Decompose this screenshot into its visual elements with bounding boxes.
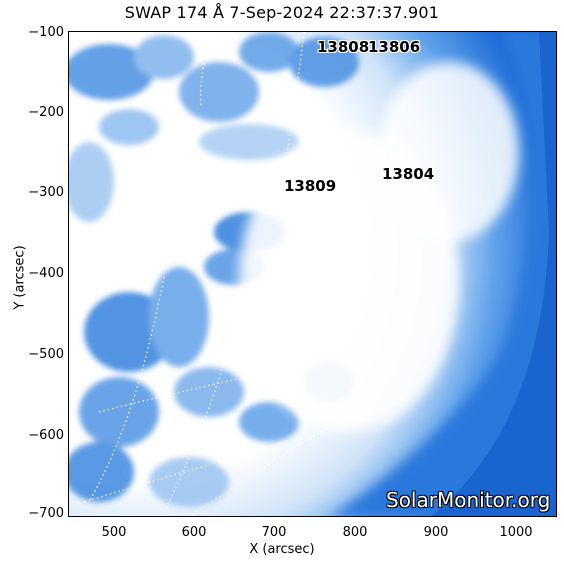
y-tick-label: −400: [28, 266, 64, 281]
y-tick-label: −500: [28, 347, 64, 362]
y-tick-label: −700: [28, 506, 64, 521]
x-tick-label: 500: [101, 525, 127, 540]
x-tick-label: 900: [423, 525, 449, 540]
y-tick-label: −300: [28, 185, 64, 200]
x-tick-label: 700: [261, 525, 287, 540]
solar-image: [69, 32, 556, 516]
active-region-label: 13808: [317, 38, 370, 56]
active-region-label: 13806: [368, 38, 421, 56]
image-title: SWAP 174 Å 7-Sep-2024 22:37:37.901: [124, 3, 440, 22]
y-tick-label: −200: [28, 105, 64, 120]
solar-image-plot: 13808 13806 13809 13804: [68, 31, 557, 517]
y-axis-label: Y (arcsec): [12, 245, 28, 310]
x-tick-label: 800: [342, 525, 368, 540]
watermark-logo: SolarMonitor.org: [386, 488, 551, 512]
x-tick-label: 1000: [499, 525, 533, 540]
x-axis-label: X (arcsec): [249, 542, 315, 557]
x-tick-label: 600: [181, 525, 207, 540]
y-tick-label: −100: [28, 25, 64, 40]
active-region-label: 13804: [382, 165, 435, 183]
y-tick-label: −600: [28, 428, 64, 443]
active-region-label: 13809: [284, 177, 337, 195]
